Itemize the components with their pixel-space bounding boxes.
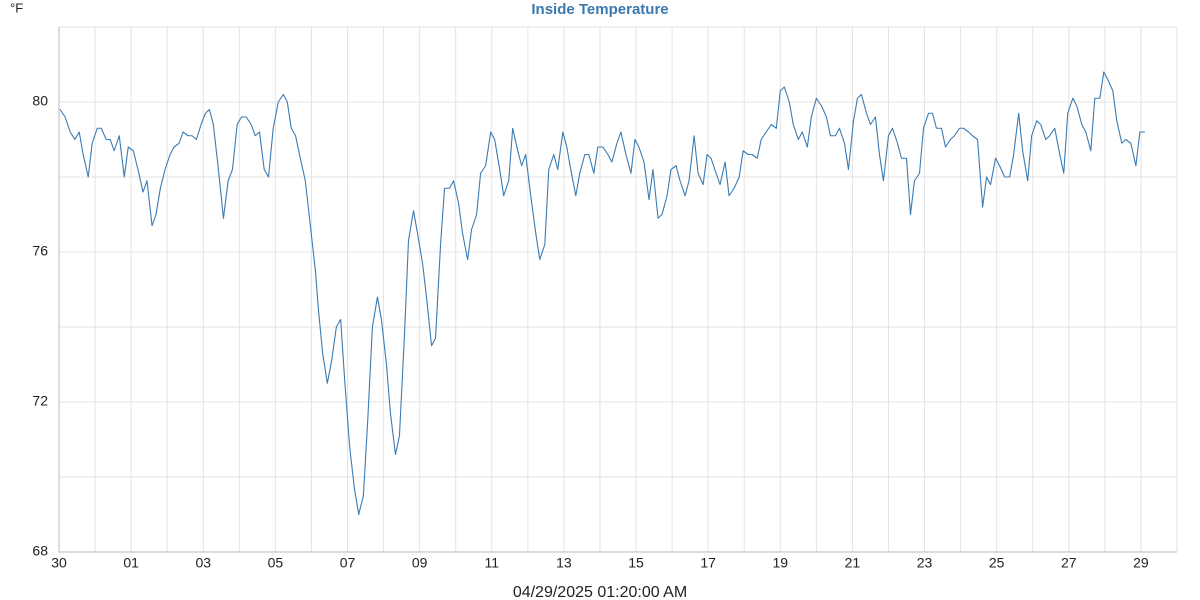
x-tick-label: 11 xyxy=(485,555,500,571)
x-tick-label: 29 xyxy=(1133,555,1149,571)
x-tick-label: 25 xyxy=(989,555,1005,571)
y-tick-label: 72 xyxy=(32,393,48,409)
x-tick-label: 15 xyxy=(628,555,644,571)
x-tick-label: 07 xyxy=(340,555,356,571)
x-tick-label: 30 xyxy=(51,555,67,571)
x-tick-label: 19 xyxy=(773,555,789,571)
x-tick-label: 21 xyxy=(845,555,861,571)
y-tick-label: 80 xyxy=(32,93,48,109)
x-tick-label: 27 xyxy=(1061,555,1077,571)
x-tick-label: 05 xyxy=(268,555,284,571)
chart-title: Inside Temperature xyxy=(531,1,668,18)
temperature-line xyxy=(59,71,1145,516)
x-tick-label: 03 xyxy=(195,555,211,571)
x-tick-label: 23 xyxy=(917,555,933,571)
x-axis-label: 04/29/2025 01:20:00 AM xyxy=(513,584,687,600)
y-axis-unit: °F xyxy=(10,0,23,15)
x-tick-label: 09 xyxy=(412,555,428,571)
x-tick-label: 13 xyxy=(556,555,572,571)
y-tick-label: 68 xyxy=(32,543,48,559)
x-tick-label: 17 xyxy=(700,555,716,571)
y-tick-label: 76 xyxy=(32,243,48,259)
x-tick-label: 01 xyxy=(123,555,139,571)
